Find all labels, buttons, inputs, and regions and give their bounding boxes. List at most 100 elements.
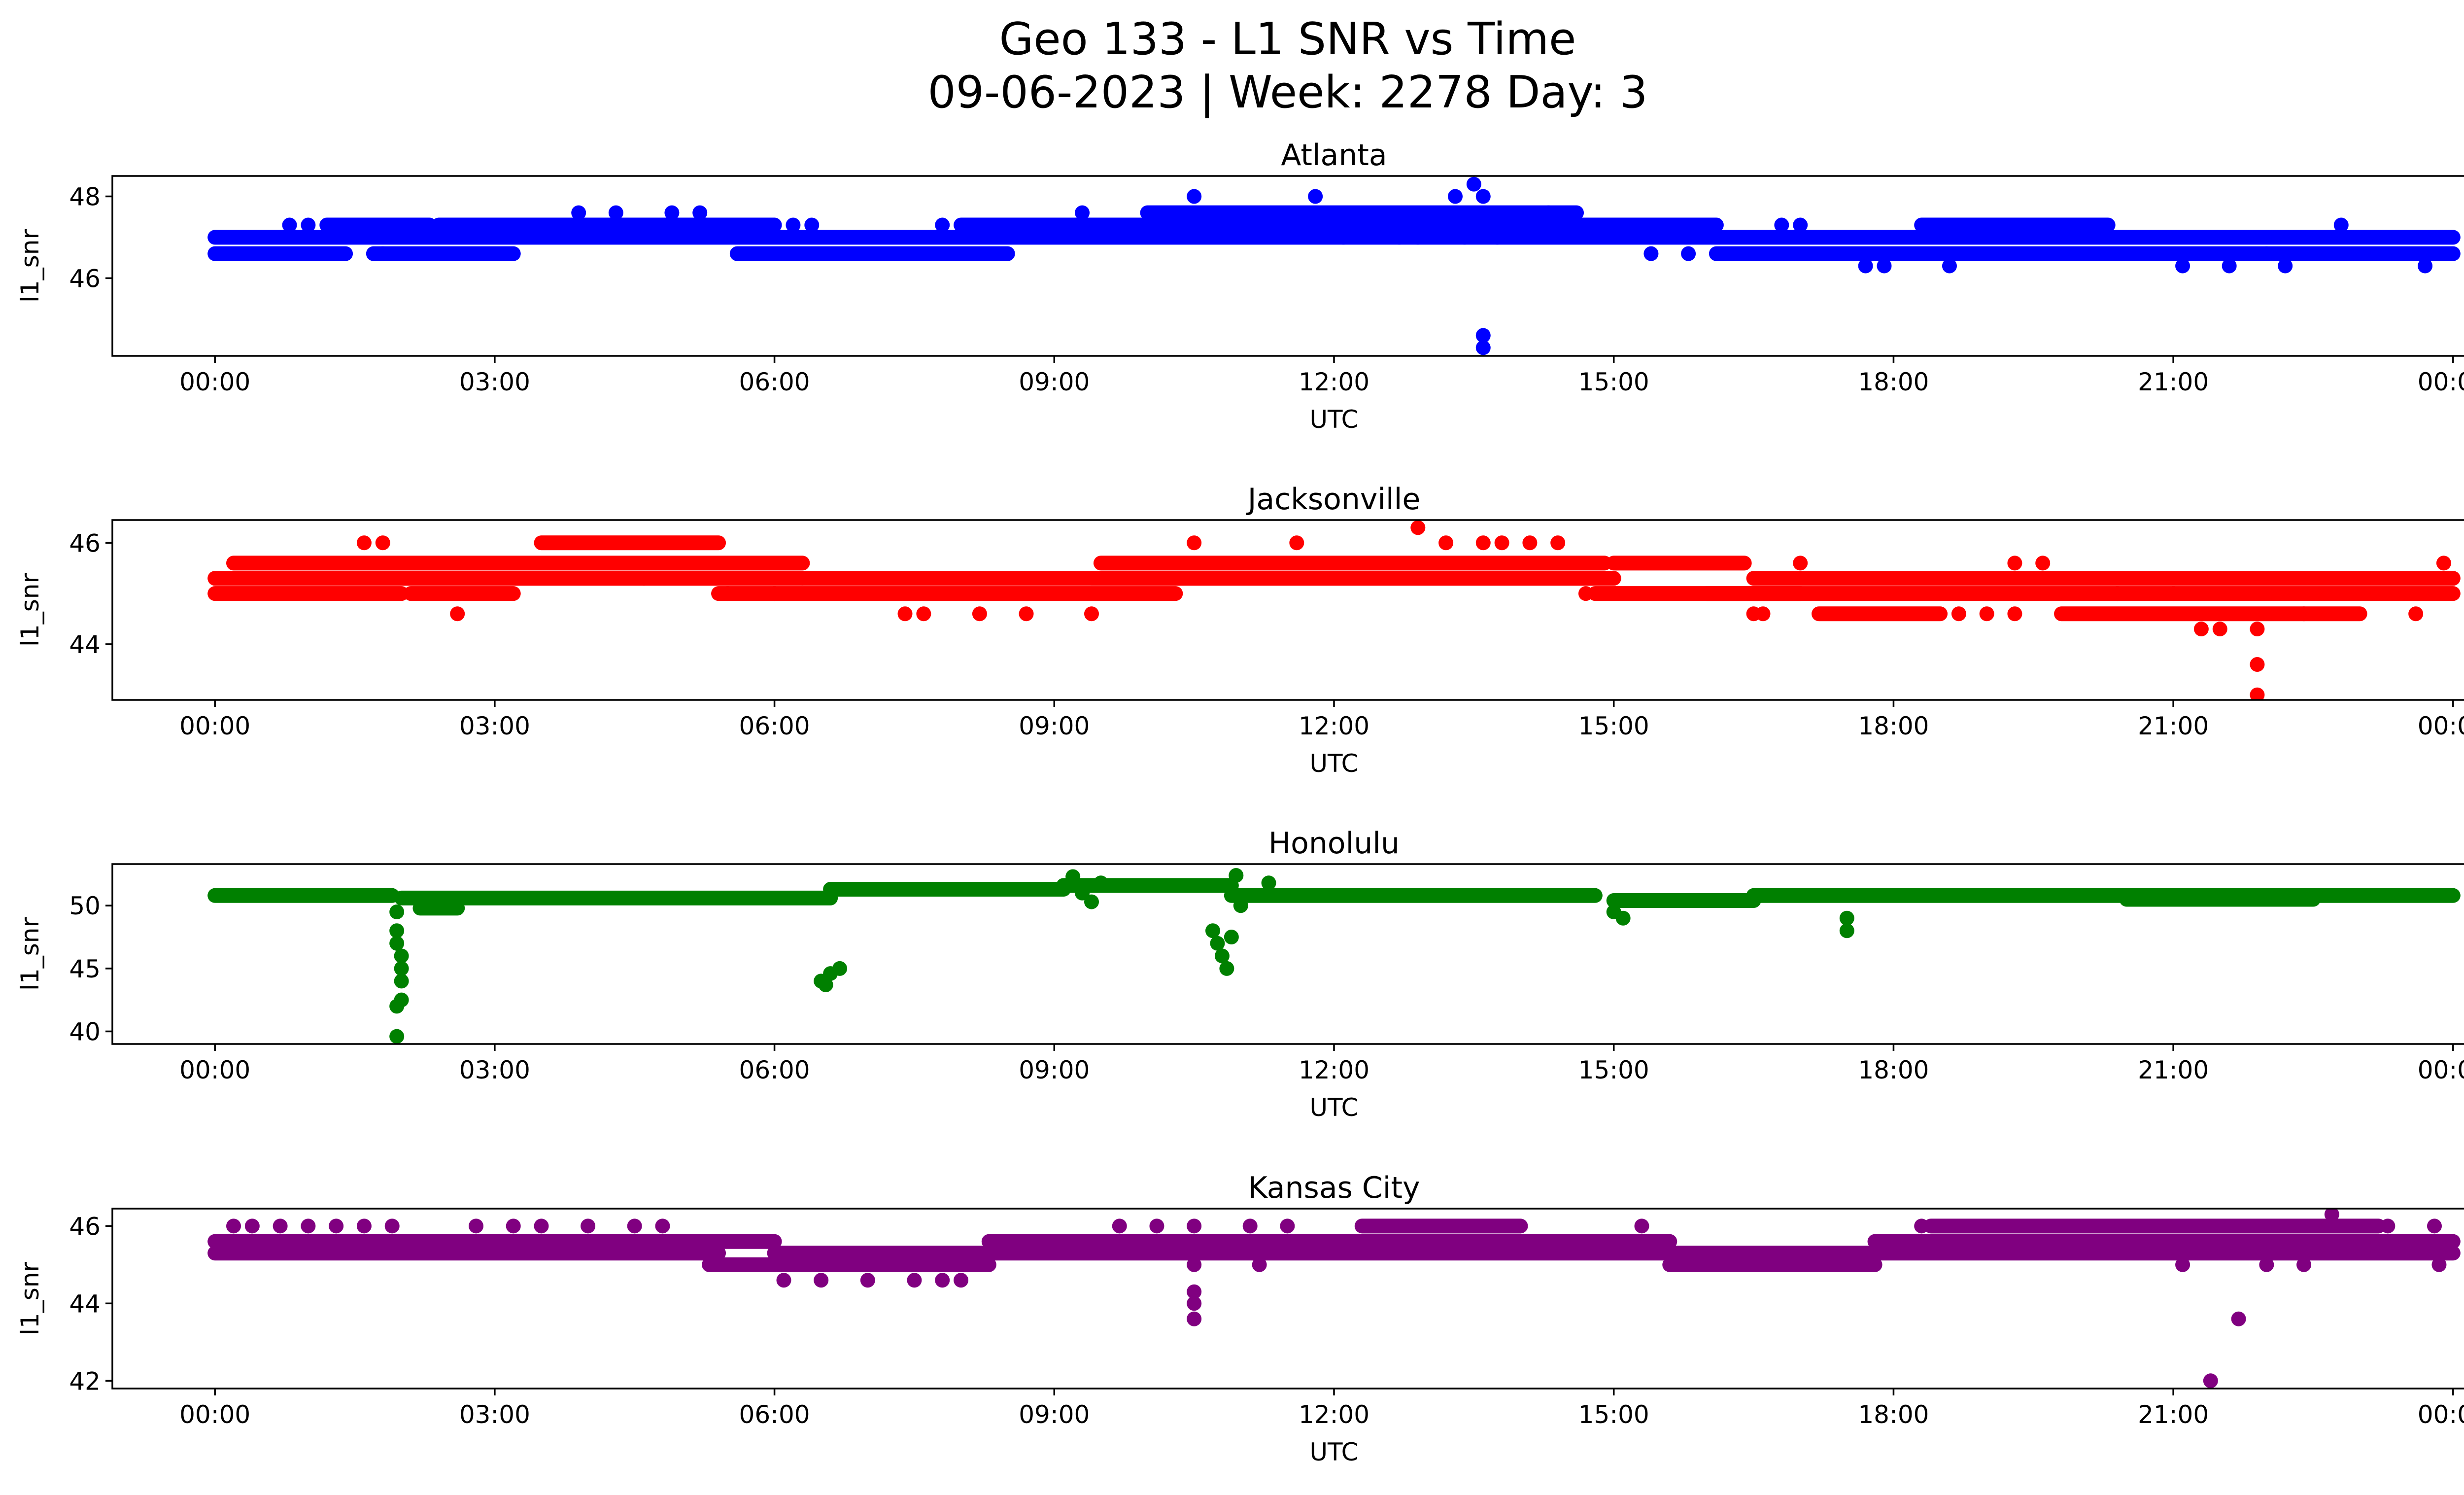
x-tick-label: 09:00: [1019, 368, 1090, 396]
data-point: [301, 217, 316, 233]
data-point: [814, 1273, 829, 1288]
data-point: [1205, 923, 1220, 939]
data-point: [2436, 556, 2451, 571]
x-tick-label: 18:00: [1858, 368, 1929, 396]
x-tick-label: 03:00: [459, 1400, 530, 1429]
data-point: [389, 999, 405, 1014]
data-point: [2166, 586, 2181, 601]
data-point: [1942, 258, 1957, 274]
data-point: [1075, 885, 1090, 901]
x-tick-label: 15:00: [1578, 1400, 1649, 1429]
x-tick-label: 00:00: [179, 1400, 250, 1429]
data-point: [1951, 606, 1966, 622]
data-point: [1187, 535, 1202, 551]
data-point: [1858, 258, 1873, 274]
data-point: [2250, 657, 2265, 672]
data-point: [935, 1273, 950, 1288]
data-point: [1615, 910, 1631, 926]
data-point: [2175, 258, 2190, 274]
data-point: [1410, 230, 1426, 245]
data-point: [720, 586, 735, 601]
x-tick-label: 03:00: [459, 712, 530, 740]
data-point: [1219, 961, 1234, 976]
x-tick-label: 09:00: [1019, 1400, 1090, 1429]
figure-title-line1: Geo 133 - L1 SNR vs Time: [999, 13, 1576, 65]
data-point: [1392, 230, 1407, 245]
data-point: [506, 1218, 521, 1234]
data-point: [301, 1218, 316, 1234]
data-point: [2222, 258, 2237, 274]
data-point: [450, 606, 465, 622]
subplot-jacksonville: Jacksonville 00:00 03:00 06:00 09:00 12:00 15:…: [16, 482, 2464, 778]
data-point: [2007, 556, 2022, 571]
data-point: [1634, 1218, 1649, 1234]
x-tick-label: 15:00: [1578, 712, 1649, 740]
x-tick-label: 06:00: [739, 1056, 810, 1084]
data-point: [1242, 1218, 1258, 1234]
data-point: [1084, 606, 1099, 622]
y-axis-label: l1_snr: [16, 1262, 44, 1335]
data-point: [226, 1218, 241, 1234]
data-point: [1839, 910, 1854, 926]
data-point: [1569, 217, 1584, 233]
data-point: [394, 961, 409, 976]
x-tick-label: 00:00: [2418, 712, 2464, 740]
subplot-title-atlanta: Atlanta: [1281, 138, 1387, 173]
x-tick-label: 03:00: [459, 1056, 530, 1084]
data-point: [1187, 1284, 1202, 1299]
data-point: [972, 606, 987, 622]
data-point: [273, 1218, 288, 1234]
data-point: [1793, 556, 1808, 571]
data-point: [1541, 205, 1556, 220]
data-point: [1490, 230, 1505, 245]
data-point: [1210, 936, 1225, 951]
data-point: [356, 1218, 372, 1234]
data-point: [1187, 1257, 1202, 1272]
data-point: [1877, 258, 1892, 274]
data-point: [1466, 176, 1481, 192]
data-point: [1410, 520, 1426, 535]
data-point: [1075, 205, 1090, 220]
data-point: [636, 571, 651, 586]
x-tick-label: 00:00: [179, 368, 250, 396]
y-tick-label: 42: [69, 1367, 101, 1395]
data-point: [2296, 606, 2312, 622]
series-atlanta: [207, 176, 2461, 355]
data-point: [1112, 1218, 1127, 1234]
y-tick-label: 50: [69, 892, 101, 920]
data-point: [2333, 217, 2349, 233]
data-point: [1149, 1218, 1164, 1234]
data-point: [394, 948, 409, 964]
y-tick-label: 46: [69, 264, 101, 293]
data-point: [767, 586, 782, 601]
data-point: [1065, 869, 1081, 884]
data-point: [1522, 535, 1538, 551]
y-tick-label: 44: [69, 630, 101, 659]
x-tick-label: 00:00: [179, 1056, 250, 1084]
data-point: [2007, 606, 2022, 622]
y-tick-label: 48: [69, 182, 101, 211]
y-tick-label: 45: [69, 955, 101, 983]
data-point: [2193, 622, 2209, 637]
data-point: [2250, 622, 2265, 637]
data-point: [1019, 606, 1034, 622]
subplot-title-jacksonville: Jacksonville: [1246, 482, 1421, 517]
data-point: [394, 973, 409, 989]
data-point: [916, 606, 931, 622]
subplot-atlanta: Atlanta 00:00 03:00 06:00 09:00 12:00 15:00 18:…: [16, 138, 2464, 434]
x-tick-label: 21:00: [2138, 1400, 2209, 1429]
x-tick-label: 00:00: [2418, 1056, 2464, 1084]
data-point: [389, 1029, 405, 1044]
data-point: [664, 205, 680, 220]
data-point: [469, 1218, 484, 1234]
data-point: [897, 606, 913, 622]
subplot-panels: Atlanta 00:00 03:00 06:00 09:00 12:00 15:00 18:…: [16, 138, 2464, 1466]
data-point: [581, 1218, 596, 1234]
data-point: [375, 535, 390, 551]
series-honolulu: [207, 868, 2461, 1044]
subplot-kansas-city: Kansas City 00:00 03:00 06:00 09:00 12:00 15:0…: [16, 1171, 2464, 1466]
data-point: [1979, 606, 1994, 622]
data-point: [1261, 875, 1276, 891]
data-point: [832, 961, 848, 976]
data-point: [1280, 1218, 1295, 1234]
